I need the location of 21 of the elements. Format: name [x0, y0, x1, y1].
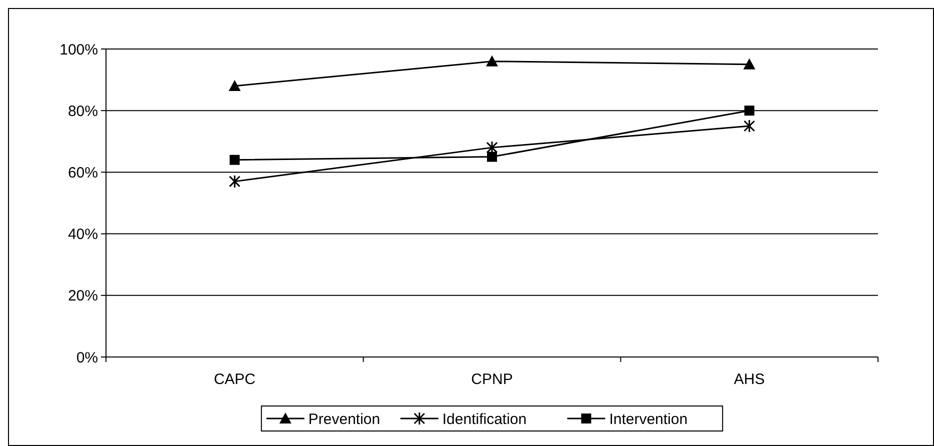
y-tick-label: 80% — [68, 102, 98, 120]
point — [744, 106, 754, 116]
point — [487, 152, 497, 162]
point — [486, 140, 498, 154]
x-tick-label: AHS — [734, 371, 765, 388]
legend-label: Prevention — [308, 410, 380, 428]
legend-label: Intervention — [609, 410, 688, 428]
y-tick-label: 0% — [76, 349, 98, 366]
point — [743, 58, 756, 70]
point — [228, 174, 240, 188]
y-tick-label: 20% — [68, 288, 98, 305]
point — [228, 80, 241, 91]
x-tick-label: CAPC — [214, 371, 256, 388]
point — [230, 154, 240, 165]
y-tick-label: 40% — [68, 226, 98, 244]
point — [744, 119, 756, 133]
legend-label: Identification — [442, 410, 527, 428]
point — [486, 55, 498, 66]
x-tick-label: CPNP — [471, 371, 513, 388]
y-tick-label: 60% — [68, 164, 98, 182]
y-tick-label: 100% — [60, 41, 98, 58]
